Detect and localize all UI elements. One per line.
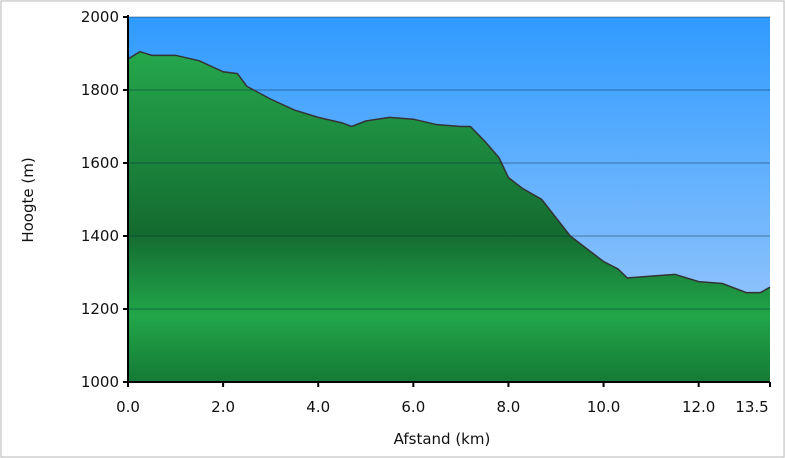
x-tick-label: 10.0 [587,398,620,416]
elevation-line [127,50,771,294]
x-tick-label: 13.5 [735,398,768,416]
x-tick-label: 2.0 [211,398,235,416]
x-tick-label: 8.0 [497,398,521,416]
elevation-area [128,51,770,383]
y-axis-label: Hoogte (m) [19,157,37,242]
y-tick-label: 1400 [81,227,119,245]
x-tick-label: 0.0 [116,398,140,416]
y-tick-label: 1800 [81,81,119,99]
x-tick-label: 4.0 [306,398,330,416]
x-tick-label: 12.0 [682,398,715,416]
x-axis-label: Afstand (km) [394,430,491,448]
y-tick-label: 1200 [81,300,119,318]
y-tick-label: 1600 [81,154,119,172]
y-tick-label: 2000 [81,8,119,26]
x-tick-label: 6.0 [401,398,425,416]
y-tick-label: 1000 [81,373,119,391]
